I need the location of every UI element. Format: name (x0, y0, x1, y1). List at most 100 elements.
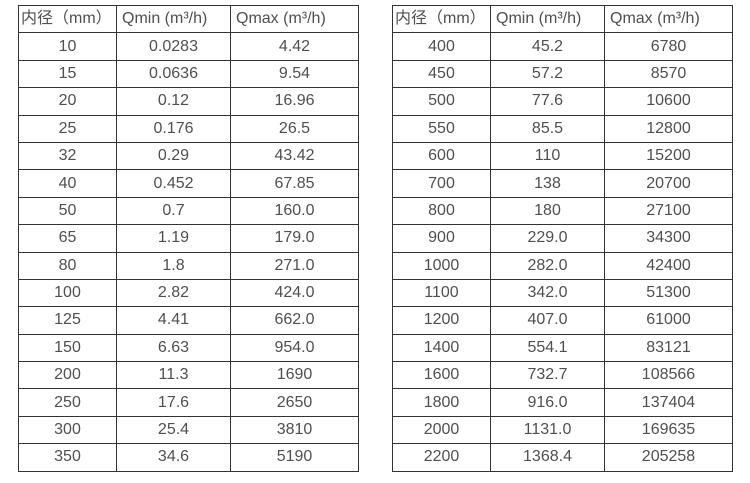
table-cell: 20 (18, 87, 117, 116)
table-cell: 11.3 (116, 361, 231, 390)
table-cell: 17.6 (116, 388, 231, 417)
table-cell: 200 (18, 361, 117, 390)
table-cell: 150 (18, 333, 117, 363)
table-cell: 1000 (392, 251, 491, 280)
table-cell: 600 (392, 141, 491, 171)
table-row: 20 0.12 16.96 (18, 87, 359, 116)
table-cell: 550 (392, 114, 491, 143)
column-header: Qmin (m³/h) (490, 4, 605, 34)
table-cell: 350 (18, 443, 117, 472)
table-row: 1000 282.0 42400 (392, 251, 733, 280)
table-cell: 180 (490, 196, 605, 226)
flow-rate-tables-page: 内径（mm） Qmin (m³/h) Qmax (m³/h) 10 0.0283 4.42… (18, 4, 733, 472)
table-cell: 0.12 (116, 87, 231, 116)
table-row: 1800 916.0 137404 (392, 388, 733, 417)
table-cell: 229.0 (490, 224, 605, 253)
table-row: 15 0.0636 9.54 (18, 59, 359, 89)
table-row: 500 77.6 10600 (392, 87, 733, 116)
column-header: Qmin (m³/h) (116, 4, 231, 34)
table-cell: 0.452 (116, 169, 231, 198)
table-row: 150 6.63 954.0 (18, 333, 359, 363)
table-cell: 5190 (230, 443, 359, 472)
table-row: 700 138 20700 (392, 169, 733, 198)
table-cell: 77.6 (490, 87, 605, 116)
table-cell: 4.42 (230, 32, 359, 61)
table-row: 1400 554.1 83121 (392, 333, 733, 363)
table-cell: 1400 (392, 333, 491, 363)
table-cell: 1100 (392, 278, 491, 308)
table-cell: 1800 (392, 388, 491, 417)
table-cell: 1200 (392, 306, 491, 335)
table-cell: 25 (18, 114, 117, 143)
flow-table-large-diameters: 内径（mm） Qmin (m³/h) Qmax (m³/h) 400 45.2 6780 4… (392, 4, 733, 472)
flow-table-small-diameters: 内径（mm） Qmin (m³/h) Qmax (m³/h) 10 0.0283 4.42… (18, 4, 359, 472)
table-cell: 300 (18, 415, 117, 445)
table-row: 300 25.4 3810 (18, 415, 359, 445)
table-row: 1600 732.7 108566 (392, 361, 733, 390)
header-row: 内径（mm） Qmin (m³/h) Qmax (m³/h) (392, 4, 733, 34)
table-cell: 2000 (392, 415, 491, 445)
table-cell: 0.0283 (116, 32, 231, 61)
table-cell: 45.2 (490, 32, 605, 61)
table-cell: 700 (392, 169, 491, 198)
table-cell: 2200 (392, 443, 491, 472)
table-cell: 138 (490, 169, 605, 198)
table-cell: 1.19 (116, 224, 231, 253)
table-cell: 15 (18, 59, 117, 89)
column-header: 内径（mm） (18, 4, 117, 34)
table-cell: 34300 (604, 224, 733, 253)
table-cell: 732.7 (490, 361, 605, 390)
table-cell: 20700 (604, 169, 733, 198)
table-cell: 1131.0 (490, 415, 605, 445)
table-cell: 32 (18, 141, 117, 171)
table-cell: 8570 (604, 59, 733, 89)
table-cell: 450 (392, 59, 491, 89)
table-cell: 50 (18, 196, 117, 226)
column-header: Qmax (m³/h) (604, 4, 733, 34)
table-cell: 9.54 (230, 59, 359, 89)
table-cell: 12800 (604, 114, 733, 143)
table-cell: 26.5 (230, 114, 359, 143)
table-cell: 800 (392, 196, 491, 226)
table-cell: 57.2 (490, 59, 605, 89)
table-row: 350 34.6 5190 (18, 443, 359, 472)
table-cell: 916.0 (490, 388, 605, 417)
table-cell: 42400 (604, 251, 733, 280)
table-cell: 169635 (604, 415, 733, 445)
table-cell: 15200 (604, 141, 733, 171)
table-cell: 0.7 (116, 196, 231, 226)
table-cell: 282.0 (490, 251, 605, 280)
table-cell: 80 (18, 251, 117, 280)
table-cell: 43.42 (230, 141, 359, 171)
table-cell: 27100 (604, 196, 733, 226)
table-cell: 67.85 (230, 169, 359, 198)
table-cell: 900 (392, 224, 491, 253)
table-row: 550 85.5 12800 (392, 114, 733, 143)
table-cell: 100 (18, 278, 117, 308)
table-cell: 83121 (604, 333, 733, 363)
table-cell: 342.0 (490, 278, 605, 308)
table-cell: 34.6 (116, 443, 231, 472)
header-row: 内径（mm） Qmin (m³/h) Qmax (m³/h) (18, 4, 359, 34)
table-row: 1200 407.0 61000 (392, 306, 733, 335)
table-cell: 554.1 (490, 333, 605, 363)
table-cell: 3810 (230, 415, 359, 445)
table-row: 400 45.2 6780 (392, 32, 733, 61)
table-cell: 179.0 (230, 224, 359, 253)
table-cell: 0.0636 (116, 59, 231, 89)
table-cell: 160.0 (230, 196, 359, 226)
table-cell: 0.176 (116, 114, 231, 143)
table-cell: 4.41 (116, 306, 231, 335)
table-cell: 1690 (230, 361, 359, 390)
table-cell: 1600 (392, 361, 491, 390)
table-cell: 10600 (604, 87, 733, 116)
table-row: 32 0.29 43.42 (18, 141, 359, 171)
table-cell: 424.0 (230, 278, 359, 308)
table-cell: 85.5 (490, 114, 605, 143)
table-cell: 954.0 (230, 333, 359, 363)
table-cell: 0.29 (116, 141, 231, 171)
table-cell: 61000 (604, 306, 733, 335)
table-cell: 2.82 (116, 278, 231, 308)
table-row: 1100 342.0 51300 (392, 278, 733, 308)
table-row: 450 57.2 8570 (392, 59, 733, 89)
